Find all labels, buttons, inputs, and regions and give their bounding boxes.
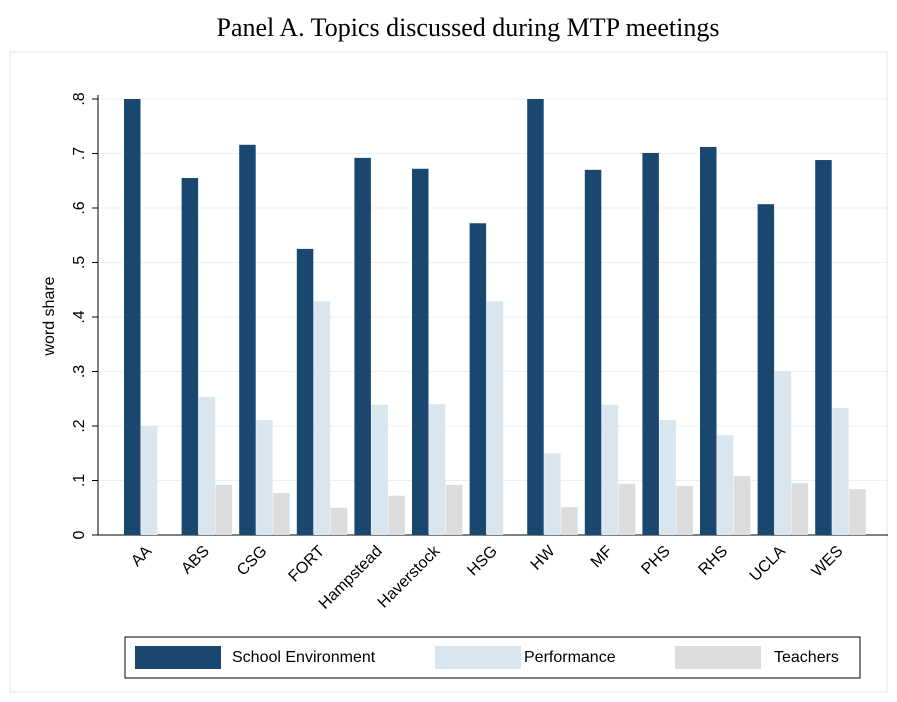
bar [815, 160, 832, 536]
bar [734, 476, 751, 535]
bar [659, 420, 676, 535]
legend-swatch [435, 646, 521, 669]
legend-label: Performance [524, 649, 616, 666]
bar [791, 483, 809, 535]
bar [527, 99, 544, 535]
bar [849, 489, 866, 535]
bar [774, 370, 792, 535]
y-tick-label: .5 [71, 256, 88, 269]
legend-label: Teachers [774, 649, 839, 666]
y-tick-label: 0 [71, 530, 88, 539]
bar [832, 408, 849, 535]
bar [296, 248, 314, 535]
y-tick-label: .3 [71, 365, 88, 378]
y-tick-label: .2 [71, 419, 88, 432]
bar [256, 420, 273, 535]
y-tick-label: .7 [71, 147, 88, 160]
y-tick-label: .8 [71, 92, 88, 105]
bar [757, 204, 775, 535]
legend-swatch [675, 646, 761, 669]
bar [330, 507, 348, 535]
bar [584, 169, 602, 535]
bar [388, 495, 405, 535]
bar [354, 157, 371, 536]
bar [141, 426, 158, 535]
bar [429, 404, 446, 535]
bar [717, 435, 734, 535]
legend-swatch [135, 646, 221, 669]
bar [601, 404, 619, 535]
bar [215, 484, 233, 535]
y-tick-label: .4 [71, 310, 88, 323]
bar [412, 168, 429, 535]
bar [642, 152, 659, 535]
bar [124, 99, 141, 535]
bar [181, 178, 199, 535]
bar [469, 223, 487, 535]
chart-title: Panel A. Topics discussed during MTP mee… [217, 13, 720, 42]
bar [198, 397, 216, 535]
bar [371, 404, 388, 535]
bar [618, 483, 636, 535]
bar [446, 484, 463, 535]
bar [544, 453, 561, 535]
bar [239, 144, 256, 535]
y-tick-label: .6 [71, 201, 88, 214]
y-tick-label: .1 [71, 474, 88, 487]
legend-label: School Environment [232, 649, 376, 666]
y-axis-label: word share [41, 276, 58, 356]
bar [561, 507, 578, 535]
bar [486, 301, 504, 535]
bar [676, 485, 693, 535]
bar [700, 146, 717, 535]
bar [273, 493, 290, 535]
bar [313, 301, 331, 535]
